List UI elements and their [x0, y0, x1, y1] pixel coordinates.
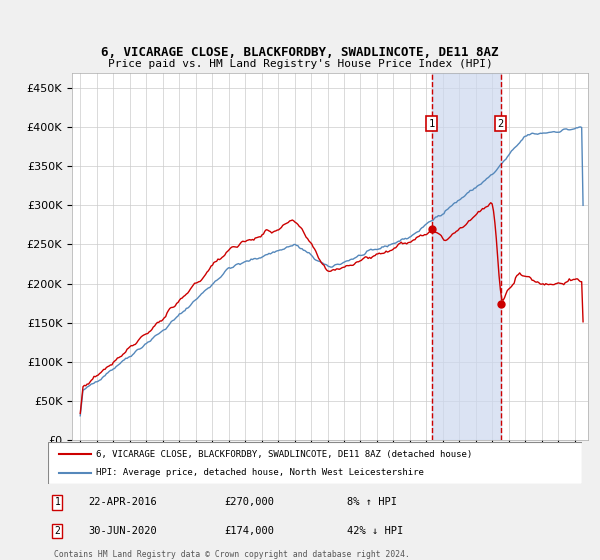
Text: 2: 2 [55, 526, 60, 536]
Text: 22-APR-2016: 22-APR-2016 [88, 497, 157, 507]
Text: 6, VICARAGE CLOSE, BLACKFORDBY, SWADLINCOTE, DE11 8AZ: 6, VICARAGE CLOSE, BLACKFORDBY, SWADLINC… [101, 46, 499, 59]
Text: 1: 1 [428, 119, 434, 129]
FancyBboxPatch shape [48, 442, 582, 484]
Text: HPI: Average price, detached house, North West Leicestershire: HPI: Average price, detached house, Nort… [96, 468, 424, 477]
Text: 42% ↓ HPI: 42% ↓ HPI [347, 526, 403, 536]
Text: 6, VICARAGE CLOSE, BLACKFORDBY, SWADLINCOTE, DE11 8AZ (detached house): 6, VICARAGE CLOSE, BLACKFORDBY, SWADLINC… [96, 450, 472, 459]
Text: Price paid vs. HM Land Registry's House Price Index (HPI): Price paid vs. HM Land Registry's House … [107, 59, 493, 69]
Bar [431, 73, 500, 440]
Text: Contains HM Land Registry data © Crown copyright and database right 2024.
This d: Contains HM Land Registry data © Crown c… [54, 550, 410, 560]
Text: 1: 1 [55, 497, 60, 507]
Text: £270,000: £270,000 [224, 497, 274, 507]
Text: 2: 2 [497, 119, 504, 129]
Text: 8% ↑ HPI: 8% ↑ HPI [347, 497, 397, 507]
Text: £174,000: £174,000 [224, 526, 274, 536]
Text: 30-JUN-2020: 30-JUN-2020 [88, 526, 157, 536]
